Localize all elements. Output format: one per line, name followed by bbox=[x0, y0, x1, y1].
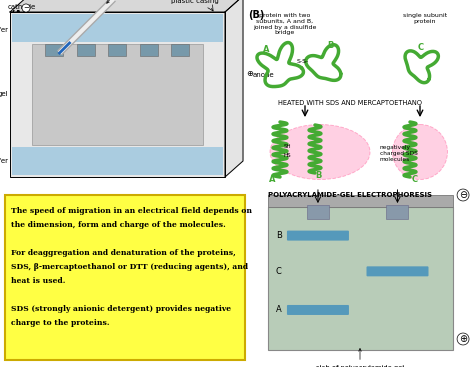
Text: cathode: cathode bbox=[8, 4, 36, 10]
Text: SDS, β-mercaptoethanol or DTT (reducing agents), and: SDS, β-mercaptoethanol or DTT (reducing … bbox=[11, 263, 248, 271]
Text: ⊕: ⊕ bbox=[246, 69, 253, 77]
Text: slab of polyacrylamide gel: slab of polyacrylamide gel bbox=[316, 349, 404, 367]
Text: A: A bbox=[269, 175, 275, 184]
Bar bbox=[32, 44, 203, 145]
Bar bbox=[268, 195, 453, 207]
Text: C: C bbox=[412, 175, 418, 184]
Text: anode: anode bbox=[253, 72, 274, 78]
Bar bbox=[12, 147, 223, 175]
Text: buffer: buffer bbox=[0, 27, 8, 33]
Text: heat is used.: heat is used. bbox=[11, 277, 65, 285]
FancyBboxPatch shape bbox=[287, 230, 349, 241]
Bar bbox=[386, 205, 409, 219]
Text: ⊕: ⊕ bbox=[459, 334, 467, 344]
Text: C: C bbox=[276, 267, 282, 276]
Text: HS: HS bbox=[284, 153, 292, 158]
Text: protein with two
subunits, A and B,
joined by a disulfide
bridge: protein with two subunits, A and B, join… bbox=[253, 13, 317, 35]
Text: (A): (A) bbox=[10, 10, 27, 20]
Polygon shape bbox=[10, 0, 243, 12]
Bar bbox=[10, 12, 225, 177]
Text: POLYACRYLAMIDE-GEL ELECTROPHORESIS: POLYACRYLAMIDE-GEL ELECTROPHORESIS bbox=[268, 192, 432, 198]
Text: sample loaded onto gel
by pipette: sample loaded onto gel by pipette bbox=[90, 0, 164, 3]
Text: buffer: buffer bbox=[0, 158, 8, 164]
Text: plastic casing: plastic casing bbox=[171, 0, 219, 4]
Polygon shape bbox=[225, 0, 243, 177]
Text: (B): (B) bbox=[248, 10, 264, 20]
FancyBboxPatch shape bbox=[5, 195, 245, 360]
Text: charge to the proteins.: charge to the proteins. bbox=[11, 319, 109, 327]
Ellipse shape bbox=[392, 124, 447, 179]
Bar bbox=[268, 207, 453, 350]
Text: ⊖: ⊖ bbox=[459, 190, 467, 200]
Text: B: B bbox=[276, 231, 282, 240]
Text: slab of polyacrylamide gel: slab of polyacrylamide gel bbox=[316, 366, 404, 367]
Text: The speed of migration in an electrical field depends on: The speed of migration in an electrical … bbox=[11, 207, 252, 215]
Text: gel: gel bbox=[0, 91, 8, 97]
Text: the dimension, form and charge of the molecules.: the dimension, form and charge of the mo… bbox=[11, 221, 226, 229]
Text: A: A bbox=[276, 305, 282, 315]
Bar bbox=[12, 14, 223, 42]
Bar bbox=[172, 44, 190, 56]
Bar bbox=[307, 205, 329, 219]
Text: HEATED WITH SDS AND MERCAPTOETHANO: HEATED WITH SDS AND MERCAPTOETHANO bbox=[278, 100, 422, 106]
Text: B: B bbox=[327, 41, 333, 50]
Text: SH: SH bbox=[284, 144, 292, 149]
Text: S-S-: S-S- bbox=[297, 59, 309, 64]
FancyBboxPatch shape bbox=[287, 305, 349, 315]
Bar bbox=[77, 44, 95, 56]
Text: B: B bbox=[315, 171, 321, 180]
Text: SDS (strongly anionic detergent) provides negative: SDS (strongly anionic detergent) provide… bbox=[11, 305, 231, 313]
Bar bbox=[140, 44, 158, 56]
Bar bbox=[109, 44, 127, 56]
Text: For deaggregation and denaturation of the proteins,: For deaggregation and denaturation of th… bbox=[11, 249, 236, 257]
Text: C: C bbox=[418, 43, 424, 52]
Text: negatively
charged SDS
molecules: negatively charged SDS molecules bbox=[380, 145, 418, 161]
FancyBboxPatch shape bbox=[366, 266, 428, 276]
Text: A: A bbox=[263, 45, 270, 54]
Bar bbox=[46, 44, 64, 56]
Ellipse shape bbox=[270, 124, 370, 179]
Text: single subunit
protein: single subunit protein bbox=[403, 13, 447, 24]
Text: −: − bbox=[23, 5, 29, 11]
